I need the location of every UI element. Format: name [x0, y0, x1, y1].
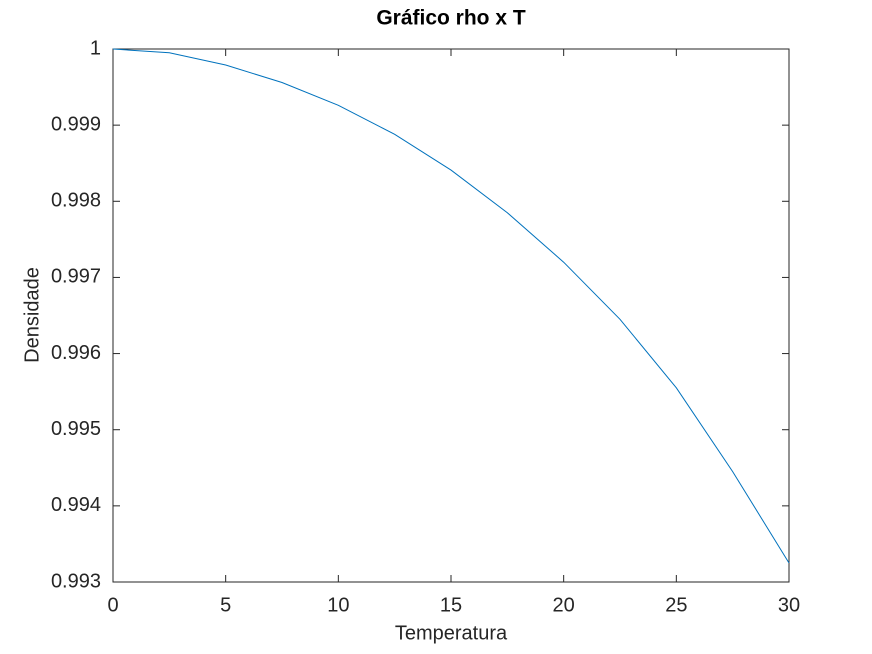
x-tick-label: 5 — [220, 594, 231, 616]
y-tick-label: 0.998 — [51, 190, 101, 212]
y-axis-label: Densidade — [21, 267, 43, 363]
data-line — [112, 48, 790, 564]
y-tick-label: 0.997 — [51, 266, 101, 288]
y-tick-label: 0.993 — [51, 570, 101, 592]
x-tick-label: 25 — [665, 594, 687, 616]
y-tick-label: 0.999 — [51, 113, 101, 135]
x-tick-label: 15 — [440, 594, 462, 616]
x-tick-label: 20 — [553, 594, 575, 616]
x-tick-label: 0 — [107, 594, 118, 616]
y-tick-label: 0.996 — [51, 342, 101, 364]
x-tick-label: 30 — [778, 594, 800, 616]
y-tick-label: 0.994 — [51, 494, 101, 516]
y-tick-label: 0.995 — [51, 418, 101, 440]
x-axis-label: Temperatura — [395, 622, 508, 644]
chart-title: Gráfico rho x T — [376, 7, 526, 30]
y-tick-label: 1 — [90, 37, 101, 59]
x-tick-label: 10 — [327, 594, 349, 616]
